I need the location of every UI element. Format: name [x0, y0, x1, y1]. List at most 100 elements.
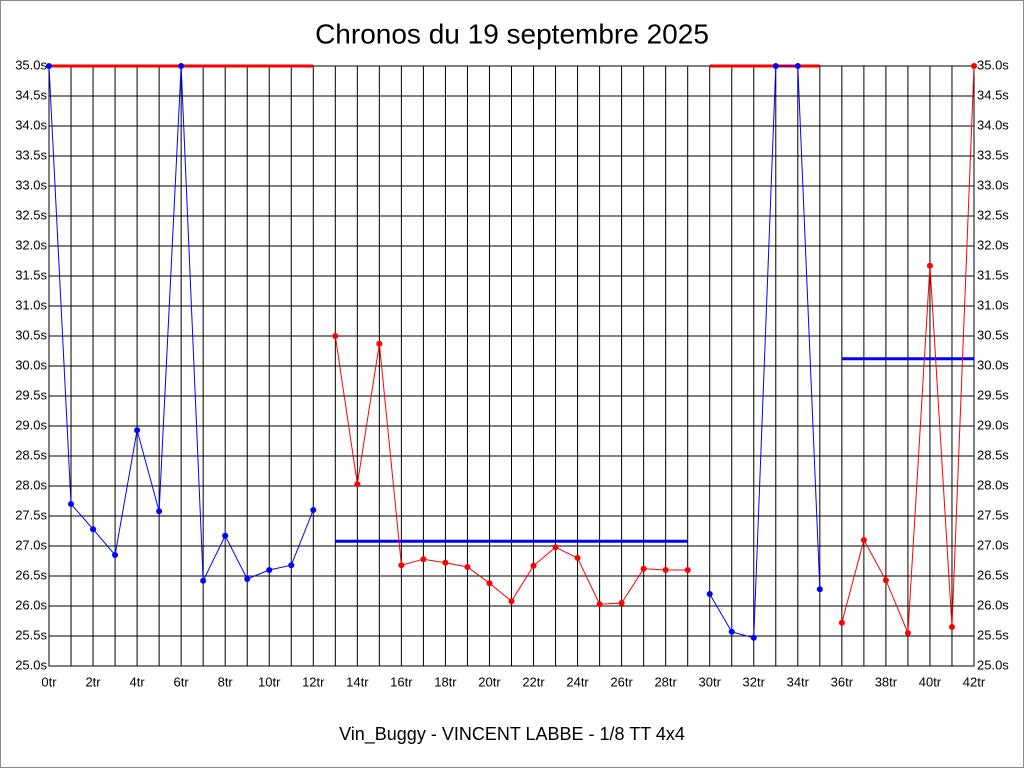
y-tick-label: 34.5s [15, 87, 47, 102]
y2-tick-label: 30.5s [977, 327, 1009, 342]
y2-tick-label: 28.5s [977, 447, 1009, 462]
x-tick-label: 4tr [130, 674, 146, 689]
y-tick-label: 29.5s [15, 387, 47, 402]
y-tick-label: 28.0s [15, 477, 47, 492]
y2-tick-label: 34.0s [977, 117, 1009, 132]
data-point [68, 501, 75, 507]
y2-tick-label: 26.5s [977, 567, 1009, 582]
y2-tick-label: 26.0s [977, 597, 1009, 612]
x-tick-label: 42tr [963, 674, 986, 689]
x-tick-label: 16tr [390, 674, 413, 689]
data-point [134, 427, 141, 434]
y2-tick-label: 35.0s [977, 57, 1009, 72]
y-tick-label: 32.5s [15, 207, 47, 222]
y2-tick-label: 29.5s [977, 387, 1009, 402]
y2-tick-label: 31.5s [977, 267, 1009, 282]
data-point [178, 63, 185, 69]
y-tick-label: 31.0s [15, 297, 47, 312]
x-tick-label: 6tr [174, 674, 190, 689]
data-point [464, 564, 471, 570]
data-point [904, 630, 911, 636]
y2-tick-label: 32.5s [977, 207, 1009, 222]
y-tick-label: 33.5s [15, 147, 47, 162]
x-tick-label: 24tr [566, 674, 589, 689]
x-tick-label: 18tr [434, 674, 457, 689]
y2-tick-label: 32.0s [977, 237, 1009, 252]
y-tick-label: 34.0s [15, 117, 47, 132]
data-point [508, 598, 515, 605]
data-point [486, 580, 493, 587]
y-tick-label: 28.5s [15, 447, 47, 462]
y2-tick-label: 27.0s [977, 537, 1009, 552]
series-line [709, 65, 821, 639]
y-tick-label: 27.0s [15, 537, 47, 552]
y2-tick-label: 34.5s [977, 87, 1009, 102]
data-point [376, 340, 383, 347]
x-tick-label: 20tr [478, 674, 501, 689]
data-point [794, 63, 801, 69]
y2-tick-label: 25.0s [977, 657, 1009, 672]
y-tick-label: 31.5s [15, 267, 47, 282]
x-tick-label: 40tr [919, 674, 942, 689]
x-tick-label: 2tr [85, 674, 101, 689]
y-tick-label: 33.0s [15, 177, 47, 192]
data-point [112, 552, 119, 558]
y2-tick-label: 31.0s [977, 297, 1009, 312]
data-point [926, 262, 933, 269]
y2-tick-label: 28.0s [977, 477, 1009, 492]
y2-tick-label: 29.0s [977, 417, 1009, 432]
x-tick-label: 0tr [41, 674, 57, 689]
y2-tick-label: 27.5s [977, 507, 1009, 522]
y-tick-label: 25.0s [15, 657, 47, 672]
x-tick-label: 26tr [610, 674, 633, 689]
data-point [530, 562, 537, 569]
y-tick-label: 26.5s [15, 567, 47, 582]
data-point [420, 556, 427, 563]
x-tick-label: 14tr [346, 674, 369, 689]
y2-tick-label: 25.5s [977, 627, 1009, 642]
y2-tick-label: 30.0s [977, 357, 1009, 372]
x-tick-label: 38tr [875, 674, 898, 689]
data-point [596, 601, 603, 608]
x-tick-label: 8tr [218, 674, 234, 689]
x-tick-label: 22tr [522, 674, 545, 689]
data-point [728, 628, 735, 635]
x-tick-label: 30tr [699, 674, 722, 689]
y-tick-label: 30.5s [15, 327, 47, 342]
data-point [310, 507, 317, 513]
y2-tick-label: 33.0s [977, 177, 1009, 192]
data-point [266, 567, 273, 573]
data-point [332, 333, 339, 339]
data-point [288, 562, 295, 569]
x-tick-label: 34tr [787, 674, 810, 689]
data-point [574, 555, 581, 561]
x-axis-label: Vin_Buggy - VINCENT LABBE - 1/8 TT 4x4 [339, 724, 685, 745]
data-point [618, 600, 625, 606]
y-tick-label: 30.0s [15, 357, 47, 372]
x-tick-label: 10tr [258, 674, 281, 689]
data-point [640, 565, 647, 572]
data-point [354, 481, 361, 488]
y-tick-label: 27.5s [15, 507, 47, 522]
data-point [398, 562, 405, 569]
y-tick-label: 35.0s [15, 57, 47, 72]
data-point [90, 526, 97, 533]
y-tick-label: 25.5s [15, 627, 47, 642]
x-tick-label: 12tr [302, 674, 325, 689]
data-point [684, 567, 691, 573]
data-point [46, 63, 52, 69]
data-point [200, 577, 207, 584]
x-tick-label: 36tr [831, 674, 854, 689]
data-point [156, 508, 163, 515]
data-point [971, 63, 977, 69]
x-tick-label: 28tr [654, 674, 677, 689]
x-tick-label: 32tr [743, 674, 766, 689]
data-point [882, 577, 889, 584]
data-point [750, 634, 757, 641]
data-point [244, 576, 251, 582]
data-point [662, 567, 669, 573]
y-tick-label: 26.0s [15, 597, 47, 612]
data-point [838, 619, 845, 626]
data-point [948, 624, 955, 630]
